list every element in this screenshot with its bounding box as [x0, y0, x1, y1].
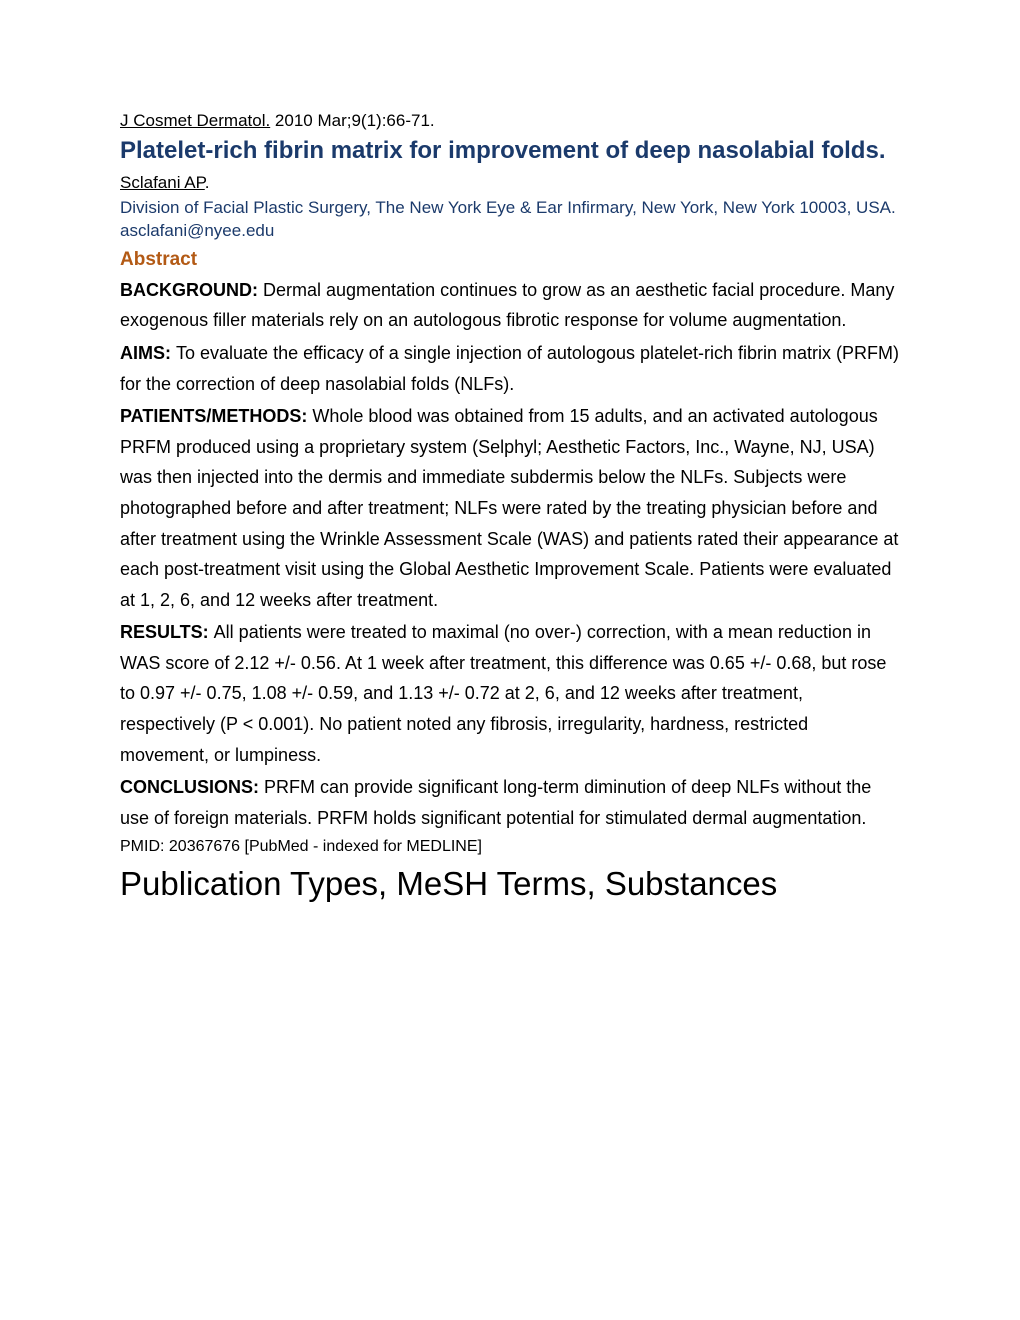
- abstract-results: RESULTS: All patients were treated to ma…: [120, 617, 900, 770]
- aims-label: AIMS:: [120, 343, 176, 363]
- affiliation-text: Division of Facial Plastic Surgery, The …: [120, 197, 900, 243]
- background-label: BACKGROUND:: [120, 280, 263, 300]
- publication-types-heading: Publication Types, MeSH Terms, Substance…: [120, 863, 900, 904]
- pmid-line: PMID: 20367676 [PubMed - indexed for MED…: [120, 835, 900, 859]
- author-suffix: .: [205, 173, 210, 192]
- journal-citation-line: J Cosmet Dermatol. 2010 Mar;9(1):66-71.: [120, 110, 900, 133]
- abstract-heading: Abstract: [120, 249, 900, 271]
- methods-label: PATIENTS/METHODS:: [120, 406, 312, 426]
- abstract-conclusions: CONCLUSIONS: PRFM can provide significan…: [120, 772, 900, 833]
- abstract-aims: AIMS: To evaluate the efficacy of a sing…: [120, 338, 900, 399]
- article-title: Platelet-rich fibrin matrix for improvem…: [120, 136, 900, 166]
- journal-name-link[interactable]: J Cosmet Dermatol.: [120, 111, 270, 130]
- conclusions-label: CONCLUSIONS:: [120, 777, 264, 797]
- results-label: RESULTS:: [120, 622, 214, 642]
- results-text: All patients were treated to maximal (no…: [120, 622, 886, 764]
- author-line: Sclafani AP.: [120, 172, 900, 195]
- abstract-methods: PATIENTS/METHODS: Whole blood was obtain…: [120, 401, 900, 615]
- journal-citation: 2010 Mar;9(1):66-71.: [270, 111, 434, 130]
- methods-text: Whole blood was obtained from 15 adults,…: [120, 406, 898, 610]
- author-link[interactable]: Sclafani AP: [120, 173, 205, 192]
- abstract-background: BACKGROUND: Dermal augmentation continue…: [120, 275, 900, 336]
- aims-text: To evaluate the efficacy of a single inj…: [120, 343, 899, 394]
- document-page: J Cosmet Dermatol. 2010 Mar;9(1):66-71. …: [0, 0, 1020, 965]
